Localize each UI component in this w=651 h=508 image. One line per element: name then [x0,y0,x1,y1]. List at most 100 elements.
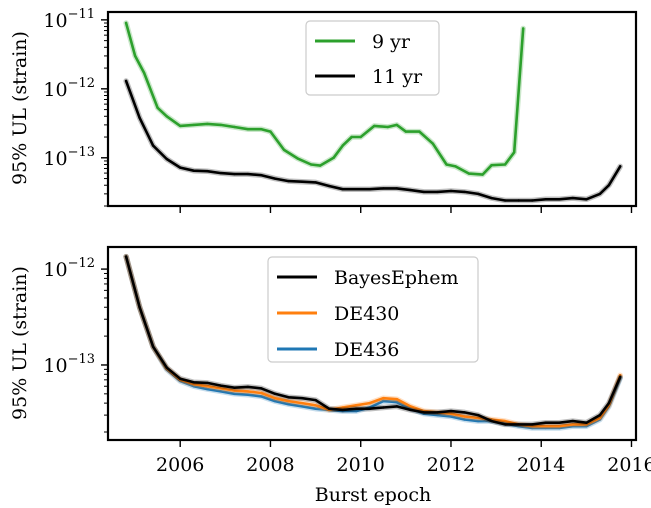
data-point [531,423,534,426]
data-point [449,189,453,193]
data-point [558,425,561,428]
legend-box [267,256,479,363]
data-point [300,397,304,400]
data-point [156,106,159,110]
data-point [151,144,155,147]
data-point [463,418,466,421]
data-point [246,390,250,393]
data-point [179,377,182,380]
data-point [233,386,236,389]
bottom-ylabel: 95% UL (strain) [9,266,31,420]
bottom-legend: BayesEphem DE430 DE436 [267,256,479,363]
data-point [314,404,317,407]
data-point [327,407,331,410]
data-point [409,408,412,412]
top-axes-group: 10−13 10−12 10−11 [43,7,638,213]
data-point [124,21,128,25]
data-point [476,416,480,420]
data-point [309,163,313,166]
top-series-group [123,20,623,204]
legend-label: 9 yr [372,31,411,53]
data-point [273,392,277,395]
data-point [273,177,277,180]
data-point [436,413,439,417]
data-point [395,398,398,401]
data-point [300,180,304,183]
data-point [463,411,466,414]
data-point [359,135,362,139]
data-point [449,412,453,415]
data-point [341,408,344,412]
x-tick-label: 2006 [156,454,204,476]
data-point [395,187,398,190]
data-point [558,421,561,424]
y-tick-label: 10−13 [43,145,95,170]
bottom-series-group [123,253,623,431]
data-point [598,192,602,196]
data-point [368,401,371,405]
data-point [463,415,466,418]
data-point [404,130,407,133]
series-line-11-yr [124,79,622,202]
data-point [490,196,493,200]
data-point [481,173,484,176]
data-point [449,415,453,418]
top-panel: 10−13 10−12 10−11 9 yr 11 yr 95% UL (strain… [9,7,638,213]
data-point [544,425,547,428]
data-point [454,165,457,168]
bottom-xlabel: Burst epoch [315,484,431,506]
data-point [219,387,222,390]
data-point [260,387,263,390]
data-point [179,124,182,128]
data-point [571,196,574,200]
data-point [327,184,331,188]
data-point [269,130,272,133]
x-tick-label: 2016 [607,454,651,476]
axes-frame [106,245,638,442]
data-point [373,124,376,128]
data-point [355,409,358,413]
data-point [260,391,263,395]
data-point [544,198,547,201]
data-point [558,198,561,201]
series-line-bayesephem [124,255,622,426]
data-point [332,156,335,159]
data-point [300,401,304,405]
y-tick-label: 10−12 [43,76,95,101]
data-point [314,398,317,402]
data-point [142,71,146,75]
data-point [233,125,236,129]
data-point [585,198,588,201]
data-point [287,179,290,183]
axes-frame [106,10,638,208]
data-point [395,405,398,408]
data-point [219,123,222,127]
data-point [341,144,344,147]
data-point [517,199,520,202]
data-point [598,416,602,420]
data-point [296,157,299,160]
data-point [467,172,471,175]
x-tick-label: 2012 [427,454,475,476]
data-point [382,397,385,400]
data-point [246,385,250,389]
data-point [585,421,588,424]
top-ylabel: 95% UL (strain) [9,31,31,185]
data-point [503,419,507,423]
data-point [318,164,322,167]
data-point [192,123,195,127]
data-point [192,169,195,172]
data-point [206,170,209,173]
bottom-axes-group: 2006 2008 2010 2012 2014 2016 10−13 10−12 [43,245,651,476]
data-point [522,27,525,30]
data-point [314,181,317,184]
data-point [138,306,141,309]
data-point [206,385,209,388]
data-point [386,125,389,129]
data-point [503,163,507,166]
data-point [192,381,195,384]
data-point [314,407,317,410]
data-point [355,188,358,191]
data-point [607,401,611,405]
data-point [395,400,398,404]
